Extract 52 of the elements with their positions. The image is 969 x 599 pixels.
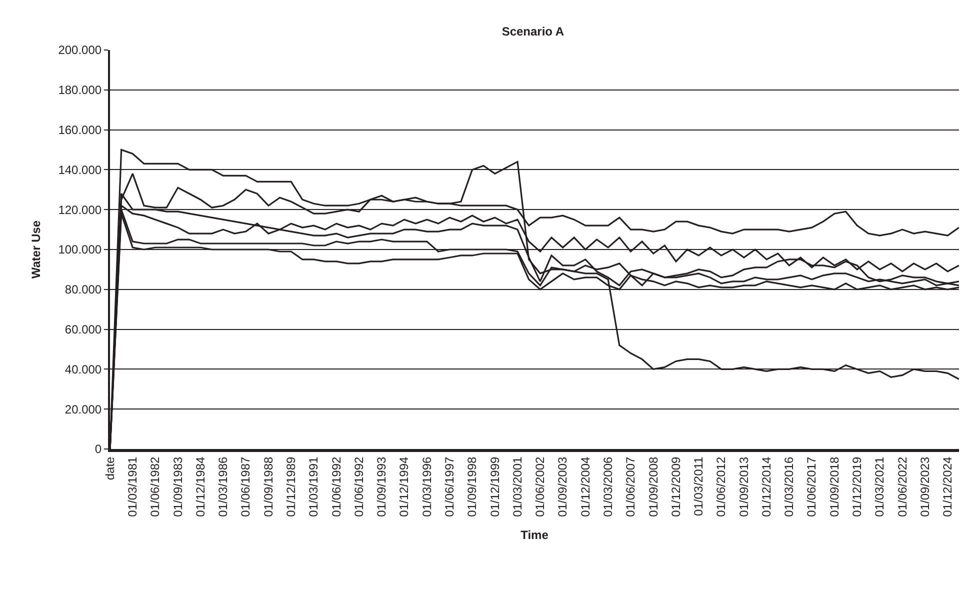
x-tick-label: 01/06/2012 [714, 456, 728, 517]
x-tick-label: 01/03/2001 [510, 456, 524, 517]
chart-title: Scenario A [502, 24, 564, 38]
x-tick-label: 01/12/2009 [668, 456, 683, 517]
x-tick-label: 01/12/2004 [578, 456, 592, 517]
y-tick-label: 160.000 [58, 123, 102, 137]
x-tick-label: 01/09/2008 [646, 456, 660, 517]
x-tick-label: 01/03/1991 [306, 456, 321, 517]
x-tick-label: 01/06/1987 [238, 456, 253, 517]
x-tick-label: 01/03/2011 [692, 456, 706, 516]
x-tick-label: 01/09/1983 [170, 456, 185, 517]
x-tick-label: 01/03/2016 [782, 456, 796, 517]
x-tick-label: 01/03/1996 [420, 456, 434, 517]
x-tick-label: 01/03/1986 [216, 456, 230, 517]
x-tick-label: 01/12/1989 [284, 456, 298, 517]
y-tick-label: 100.000 [58, 242, 102, 257]
x-tick-label: 01/06/2002 [533, 456, 548, 517]
x-tick-label: 01/09/2023 [918, 456, 932, 517]
x-tick-label: 01/06/1982 [148, 456, 162, 517]
x-tick-label: 01/09/1998 [465, 456, 480, 517]
y-tick-label: 80.000 [64, 282, 102, 297]
x-tick-label: 01/09/2003 [556, 456, 570, 517]
x-tick-label: 01/09/1993 [374, 456, 389, 517]
x-tick-label: 01/03/2006 [600, 456, 615, 517]
x-tick-label: 01/12/2024 [940, 456, 955, 517]
x-tick-label: 01/06/1992 [352, 456, 366, 517]
y-tick-label: 40.000 [64, 362, 102, 376]
x-tick-label: date [102, 456, 117, 480]
y-tick-label: 200.000 [58, 43, 102, 58]
x-tick-label: 01/12/1994 [397, 456, 412, 517]
x-tick-label: 01/12/1999 [488, 456, 502, 517]
y-tick-label: 140.000 [58, 162, 102, 177]
y-tick-label: 60.000 [64, 322, 102, 336]
y-tick-label: 180.000 [58, 83, 102, 98]
x-tick-label: 01/03/1981 [126, 456, 140, 517]
x-tick-label: 01/09/2018 [827, 456, 842, 517]
x-tick-label: 01/09/2013 [736, 456, 751, 517]
x-tick-label: 01/06/2022 [895, 456, 910, 517]
y-tick-label: 0 [94, 442, 102, 456]
x-tick-label: 01/06/2017 [804, 456, 819, 517]
x-tick-label: 01/06/2007 [624, 456, 638, 517]
x-tick-label: 01/06/1992 [329, 456, 344, 517]
y-tick-label: 120.000 [58, 202, 102, 217]
x-tick-label: 01/12/1984 [193, 456, 208, 517]
y-axis-title: Water Use [29, 220, 44, 279]
x-tick-label: 01/03/2021 [872, 456, 887, 517]
x-tick-label: 01/12/2014 [759, 456, 774, 517]
x-tick-label: 01/12/2019 [850, 456, 864, 517]
x-tick-label: 01/06/1997 [442, 456, 456, 517]
x-axis-title: Time [520, 528, 549, 542]
x-tick-label: 01/09/1988 [261, 456, 276, 517]
y-tick-label: 20.000 [64, 402, 102, 416]
